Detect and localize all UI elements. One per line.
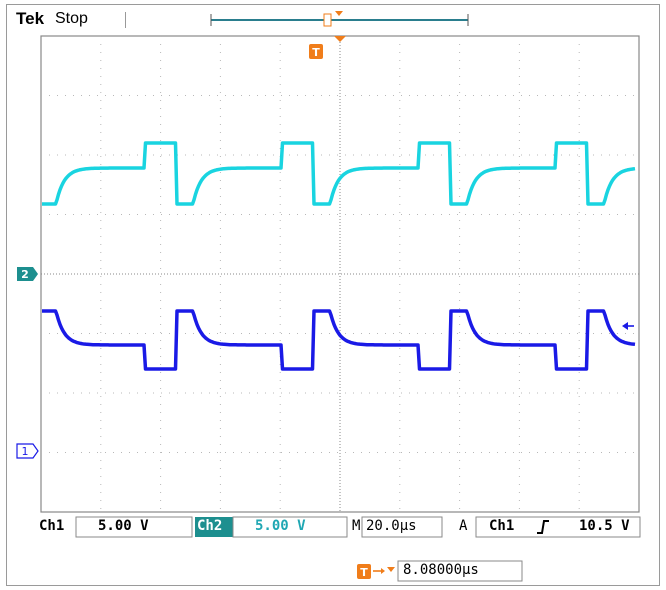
ch1-waveform — [41, 309, 636, 371]
ch2-marker-label: 2 — [21, 268, 29, 281]
trigger-level-arrow[interactable] — [622, 322, 634, 330]
record-position-indicator[interactable] — [210, 11, 469, 27]
trigger-glyph: T — [312, 46, 320, 59]
svg-text:T: T — [360, 566, 368, 579]
ch1-ground-marker[interactable]: 1 — [16, 443, 39, 459]
graticule — [40, 35, 640, 513]
ch1-scale[interactable]: 5.00 V — [98, 518, 149, 534]
timebase-prefix: M — [352, 518, 361, 534]
trigger-mode: A — [459, 518, 468, 534]
ch2-ground-marker[interactable]: 2 — [17, 267, 38, 281]
ch1-marker-label: 1 — [22, 445, 29, 458]
ch2-scale[interactable]: 5.00 V — [255, 518, 306, 534]
scope-frame — [6, 4, 660, 586]
trigger-level[interactable]: 10.5 V — [579, 518, 630, 534]
trigger-source[interactable]: Ch1 — [489, 518, 515, 534]
ch2-waveform — [41, 141, 636, 206]
trigger-position-value[interactable]: 8.08000µs — [403, 562, 479, 578]
acquisition-status: Stop — [55, 10, 88, 27]
trigger-time-marker[interactable]: T — [309, 36, 346, 59]
timebase-value[interactable]: 20.0µs — [366, 518, 417, 534]
ch2-label[interactable]: Ch2 — [197, 518, 223, 534]
trigger-position-icon: T — [357, 564, 395, 579]
rising-edge-icon — [537, 520, 549, 534]
header-divider — [125, 12, 126, 28]
ch1-label[interactable]: Ch1 — [39, 518, 65, 534]
brand-label: Tek — [16, 9, 45, 28]
